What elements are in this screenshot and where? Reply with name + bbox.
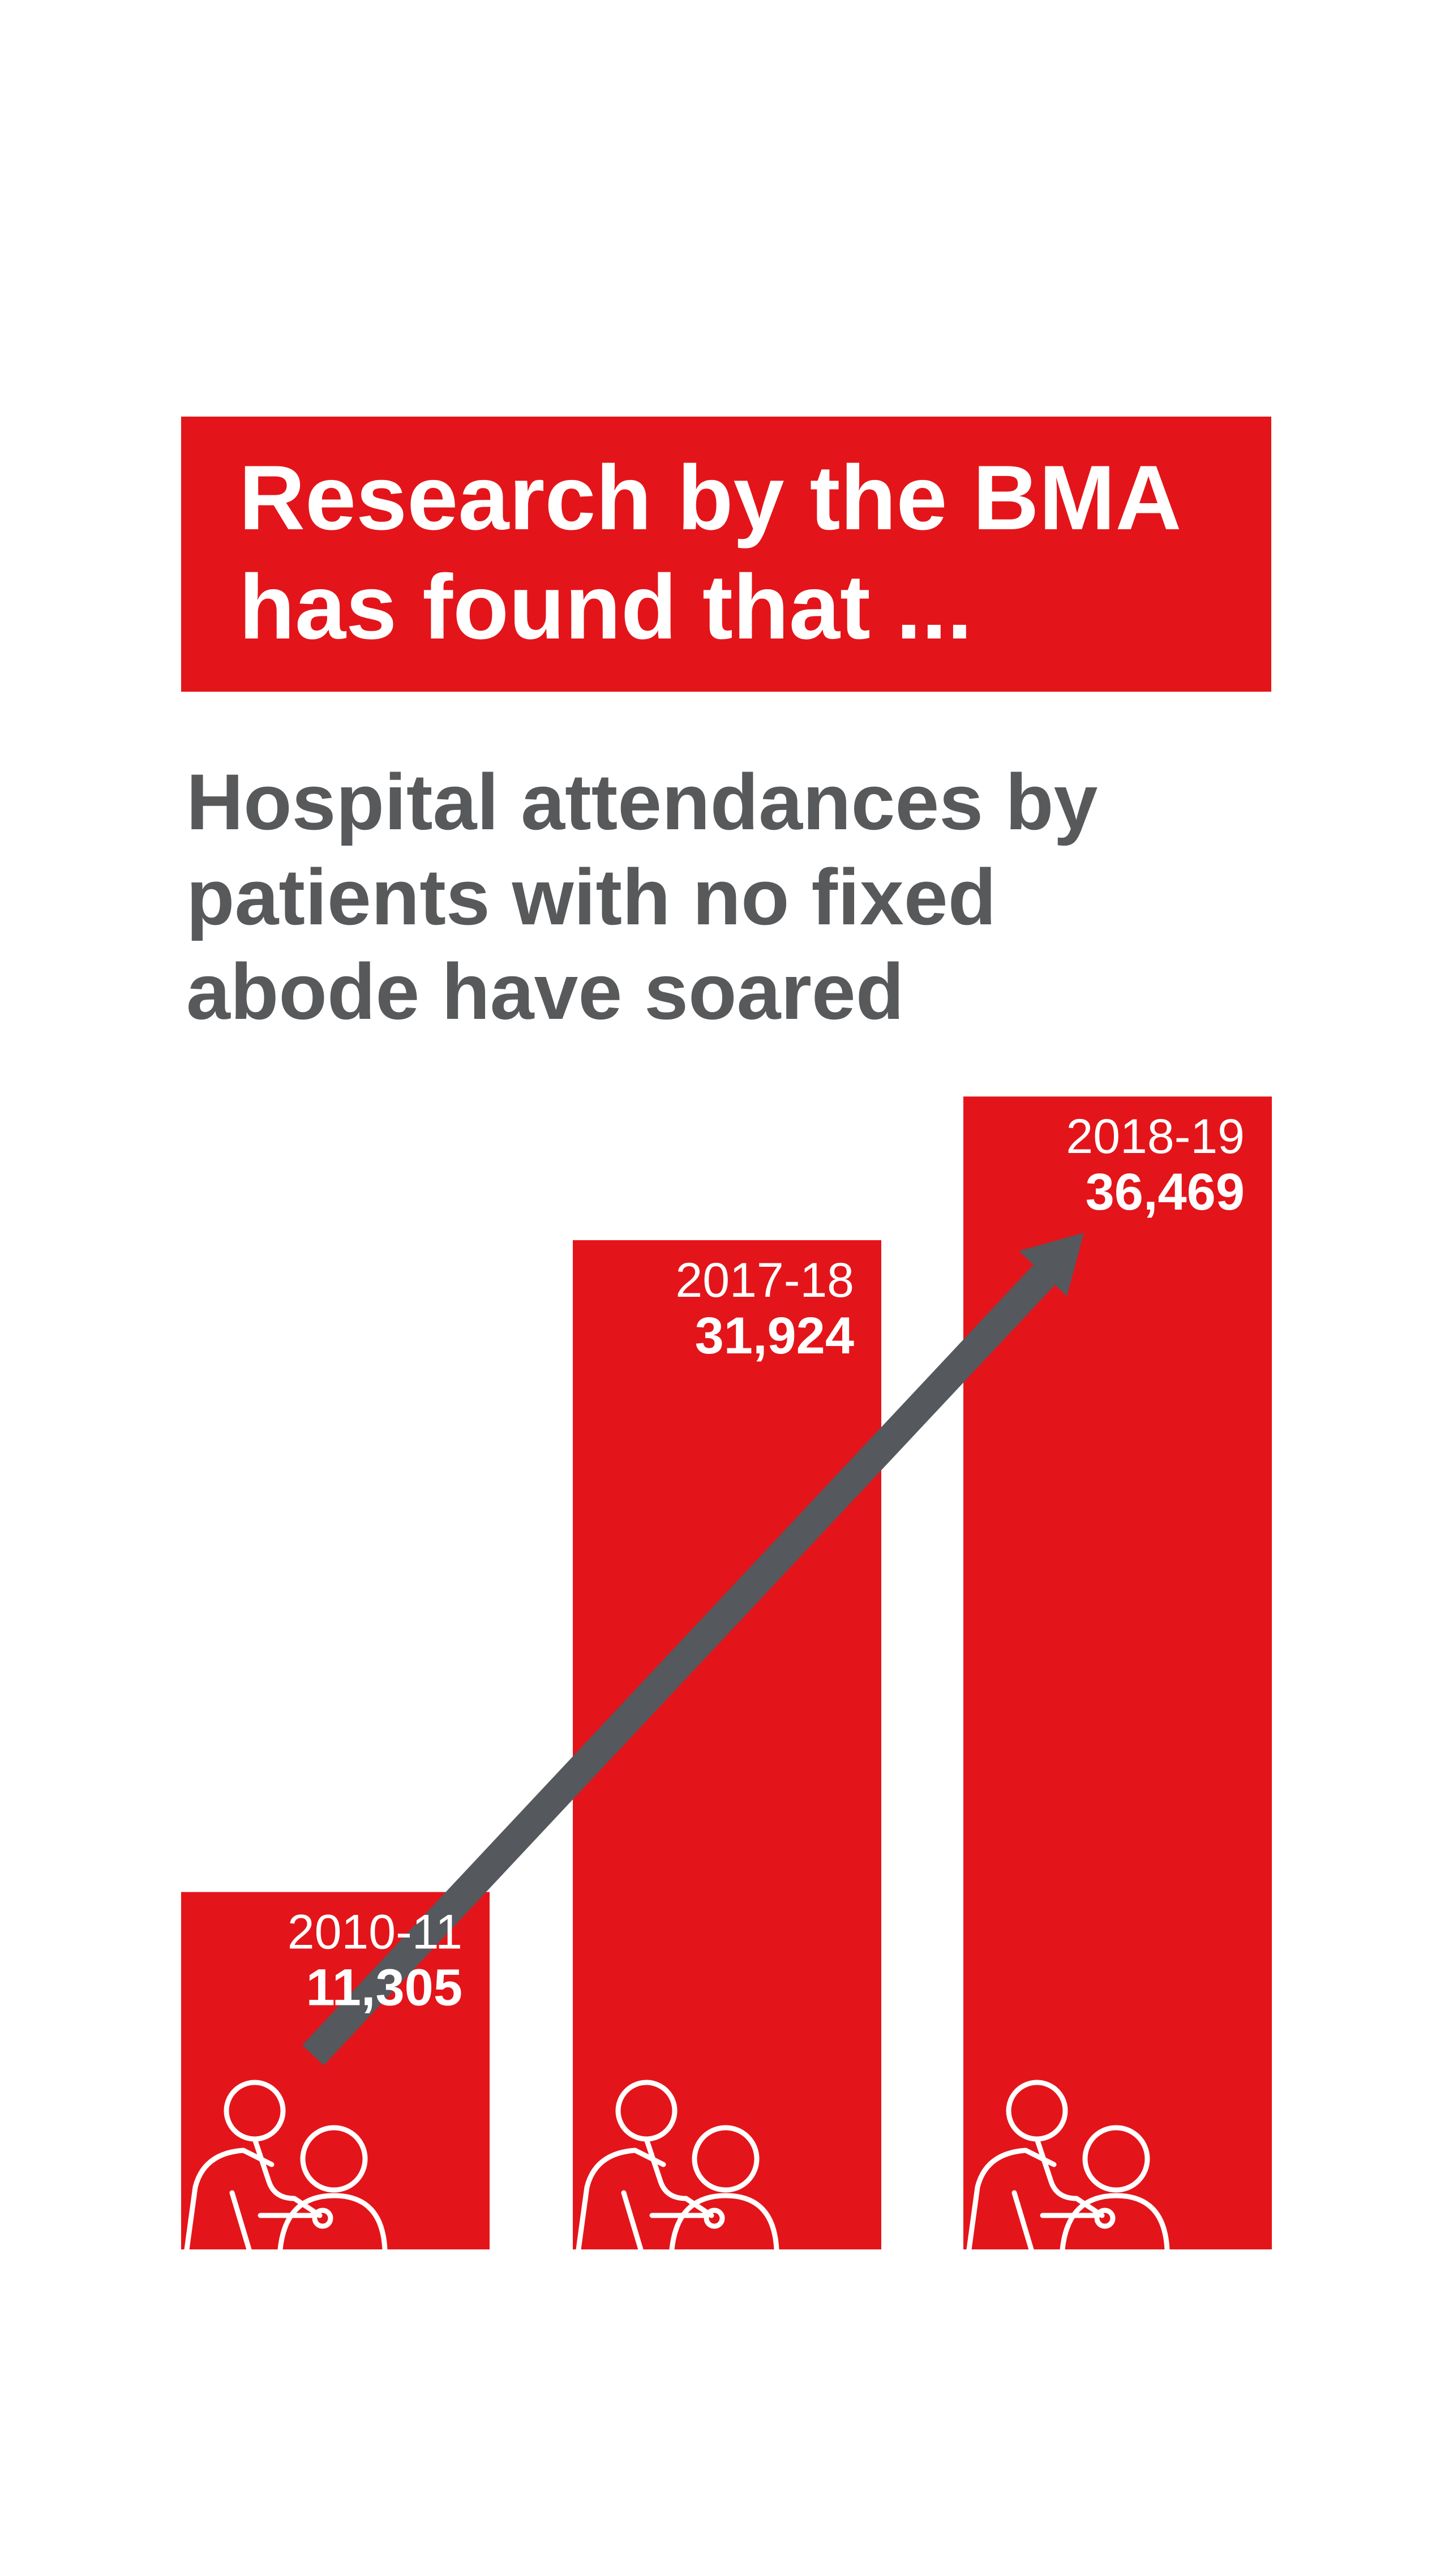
chart-subtitle: abode have soared: [186, 947, 904, 1036]
icon-body: [966, 2148, 1057, 2252]
icon-chestpiece: [1094, 2208, 1116, 2229]
category-label: 2018-19: [1066, 1109, 1245, 1164]
bar: [963, 1096, 1272, 2249]
arrow-shaft: [302, 1255, 1064, 2065]
category-label: 2017-18: [675, 1253, 854, 1308]
icon-body: [1040, 2193, 1170, 2252]
title-box: [181, 417, 1271, 692]
chart-title: has found that ...: [239, 556, 972, 658]
icon-stethoscope: [1034, 2136, 1105, 2218]
value-label: 11,305: [306, 1959, 462, 2017]
icon-stethoscope: [644, 2136, 714, 2218]
icon-head: [1082, 2125, 1150, 2193]
icon-body: [649, 2193, 779, 2252]
arrow-head: [1019, 1233, 1084, 1296]
doctor-patient-icon: [184, 2080, 388, 2252]
trend-arrow: [302, 1233, 1084, 2065]
doctor-patient-icon: [966, 2080, 1170, 2252]
value-label: 36,469: [1086, 1163, 1245, 1221]
category-label: 2010-11: [288, 1905, 462, 1960]
value-label: 31,924: [695, 1307, 854, 1365]
icon-chestpiece: [312, 2208, 333, 2229]
icon-body: [576, 2148, 666, 2252]
icon-head: [692, 2125, 760, 2193]
icon-body: [258, 2193, 388, 2252]
icon-stethoscope: [252, 2136, 323, 2218]
chart-title: Research by the BMA: [239, 447, 1181, 549]
doctor-patient-icon: [576, 2080, 779, 2252]
chart-subtitle: patients with no fixed: [186, 852, 996, 941]
icon-body: [184, 2148, 275, 2252]
bar: [573, 1240, 881, 2249]
chart-subtitle: Hospital attendances by: [186, 757, 1098, 846]
icon-head: [300, 2125, 368, 2193]
icon-chestpiece: [704, 2208, 725, 2229]
